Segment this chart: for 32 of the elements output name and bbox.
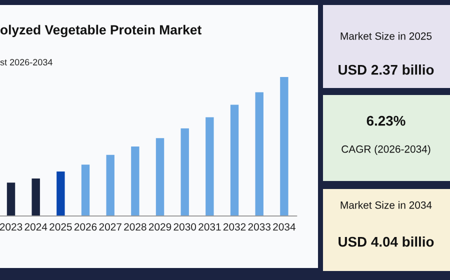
bar bbox=[206, 117, 214, 216]
x-tick-label: 2023 bbox=[0, 223, 22, 231]
x-tick-label: 2025 bbox=[50, 223, 72, 231]
text: 6.23% bbox=[366, 116, 406, 126]
bar bbox=[106, 154, 114, 216]
x-tick-label: 2032 bbox=[223, 223, 246, 231]
x-tick-label: 2026 bbox=[74, 223, 97, 231]
bar bbox=[280, 77, 288, 216]
chart-subtitle: st 2026-2034 bbox=[0, 59, 52, 66]
text: Market Size in 2034 bbox=[340, 201, 432, 209]
bar bbox=[32, 178, 40, 216]
bar bbox=[180, 128, 189, 216]
bar bbox=[230, 104, 239, 216]
text: USD 4.04 billio bbox=[338, 236, 434, 247]
x-tick-label: 2029 bbox=[148, 223, 172, 231]
x-tick-label: 2033 bbox=[248, 223, 270, 231]
x-tick-label: 2030 bbox=[174, 223, 196, 231]
text: CAGR (2026-2034) bbox=[342, 145, 430, 155]
x-tick-label: 2027 bbox=[99, 223, 122, 231]
bar bbox=[156, 138, 164, 216]
bar bbox=[81, 164, 90, 216]
text: USD 2.37 billio bbox=[338, 64, 434, 75]
x-tick-label: 2031 bbox=[198, 223, 221, 231]
chart-title: olyzed Vegetable Protein Market bbox=[0, 24, 202, 38]
text: Market Size in 2025 bbox=[340, 32, 432, 40]
x-tick-label: 2024 bbox=[24, 223, 48, 231]
x-tick-label: 2028 bbox=[124, 223, 146, 231]
bar bbox=[255, 92, 264, 216]
x-tick-label: 2034 bbox=[273, 223, 296, 231]
bar bbox=[131, 146, 140, 216]
bar bbox=[6, 182, 16, 216]
bar bbox=[56, 172, 65, 216]
